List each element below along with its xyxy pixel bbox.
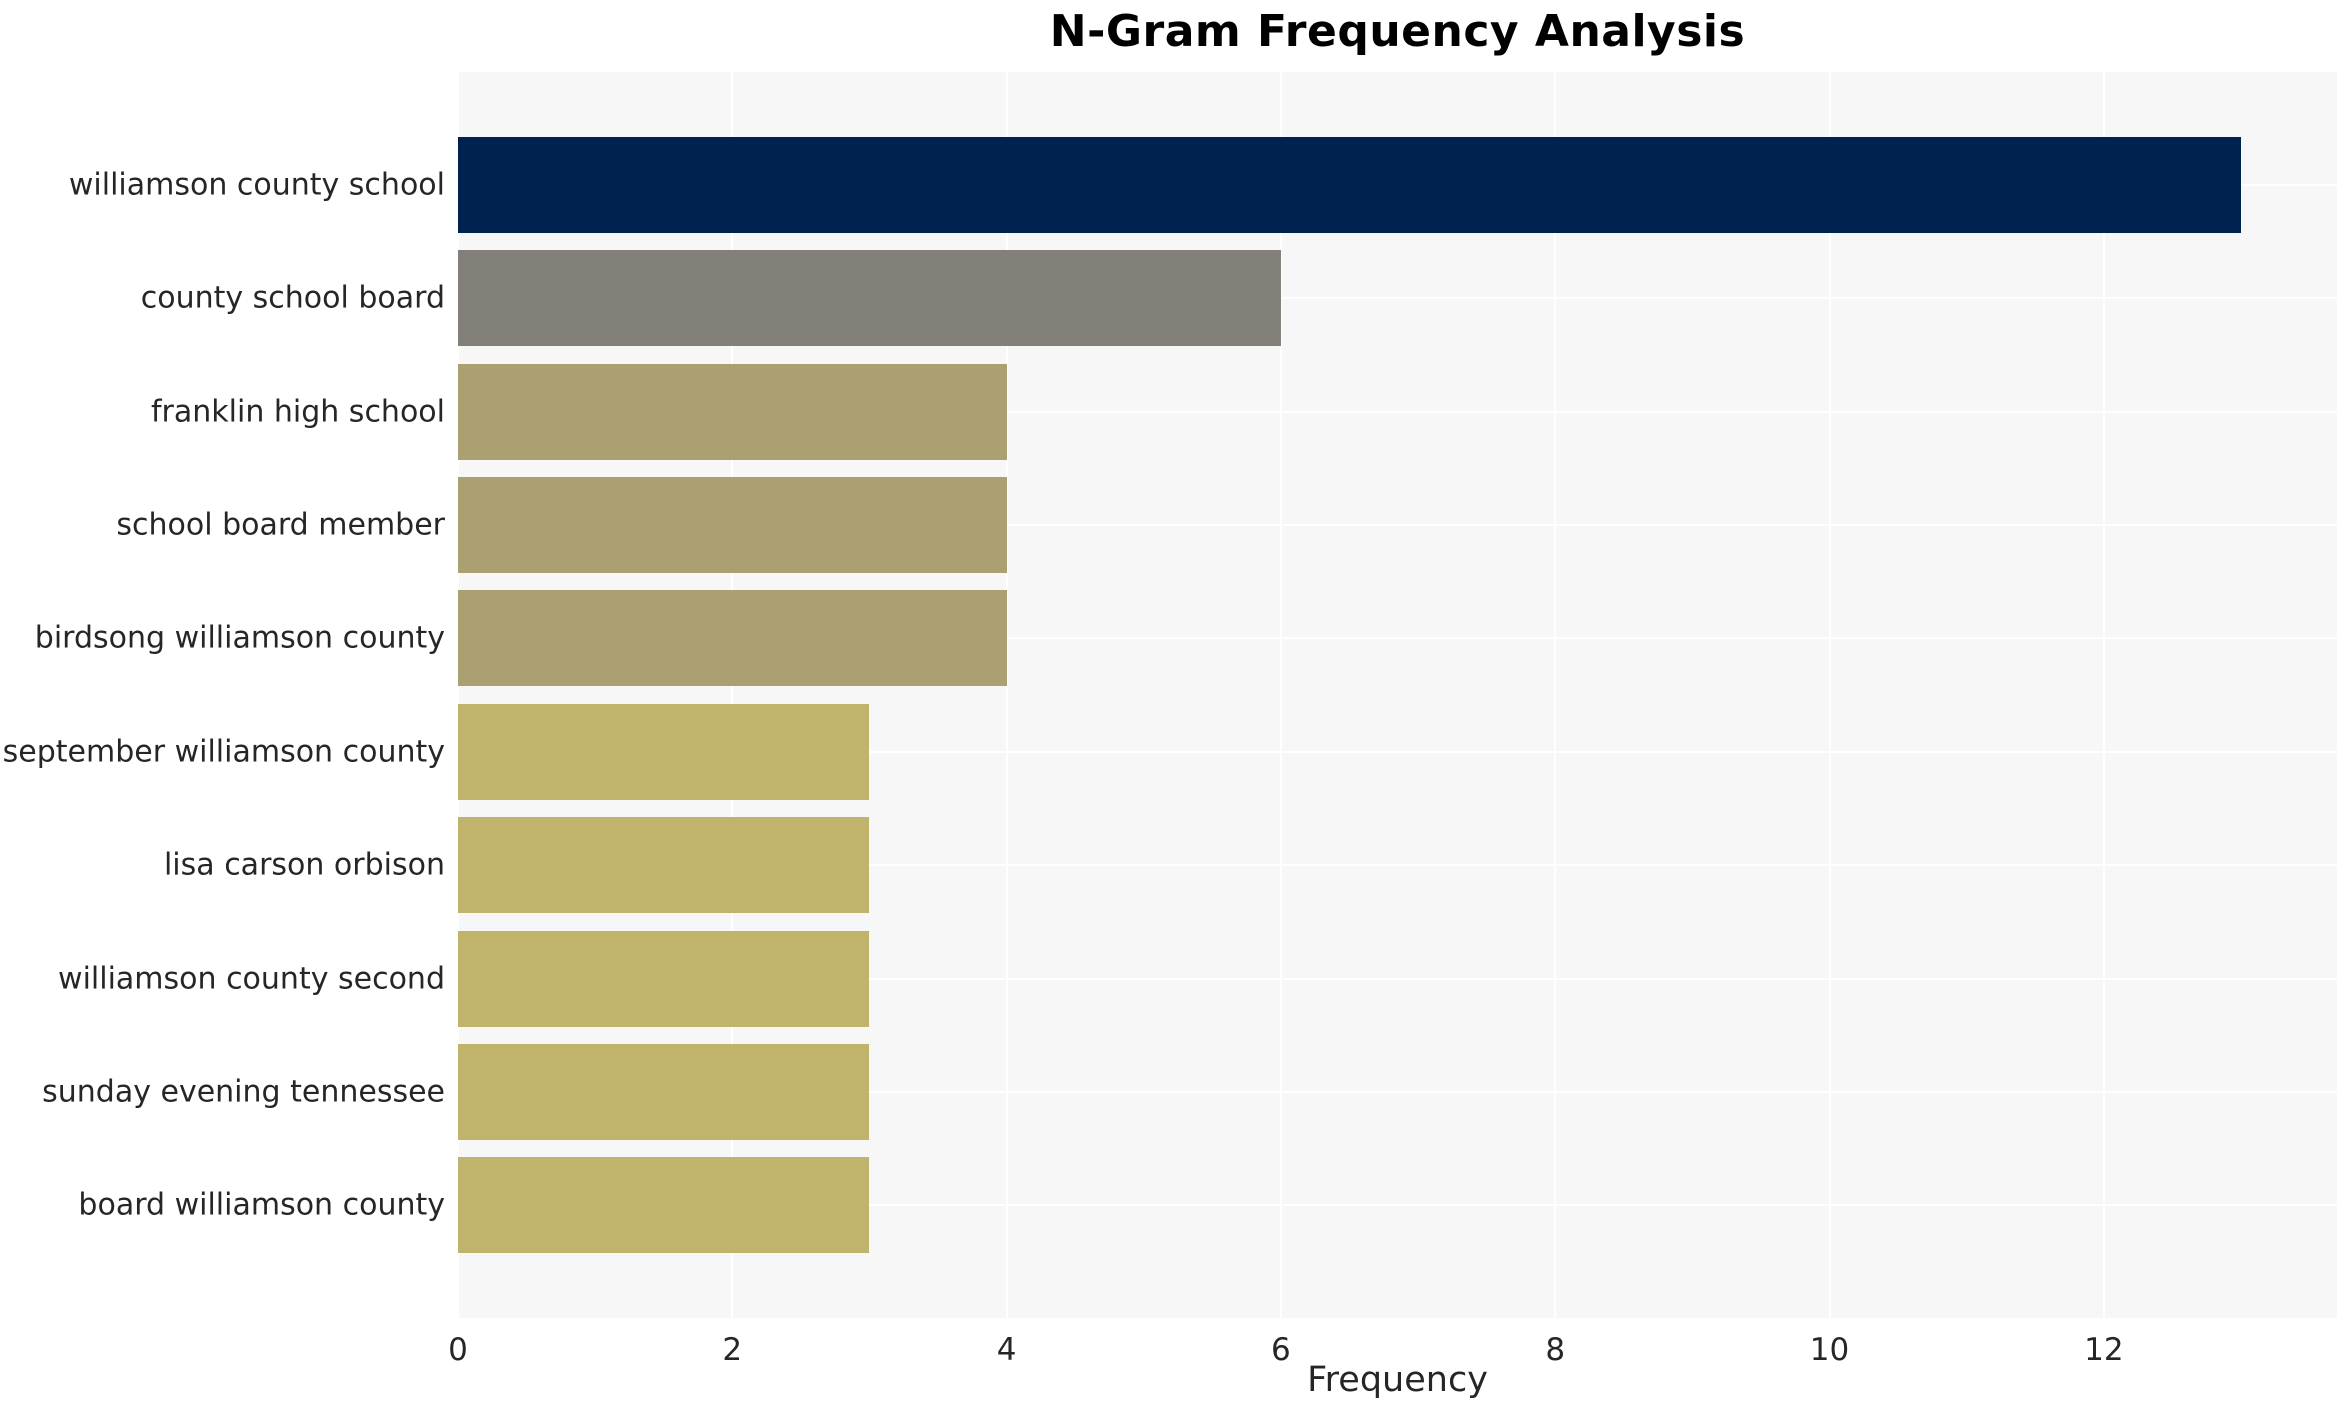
ytick-label-3: school board member [116, 507, 445, 543]
xtick-label-2: 2 [722, 1332, 743, 1368]
gridline-x-12 [2102, 72, 2105, 1318]
ytick-label-6: lisa carson orbison [163, 847, 445, 883]
bar-school-board-member [458, 476, 1007, 573]
ytick-label-9: board williamson county [78, 1187, 445, 1223]
gridline-x-8 [1554, 72, 1557, 1318]
bar-williamson-county-school [458, 136, 2241, 233]
gridline-x-10 [1828, 72, 1831, 1318]
xtick-label-12: 12 [2084, 1332, 2124, 1368]
bar-birdsong-williamson-county [458, 590, 1007, 687]
bar-sunday-evening-tennessee [458, 1043, 870, 1140]
bar-williamson-county-second [458, 930, 870, 1027]
y-axis-labels: williamson county school county school bo… [0, 72, 458, 1318]
xtick-label-0: 0 [448, 1332, 468, 1368]
gridline-y-6 [458, 864, 2337, 867]
chart-title: N-Gram Frequency Analysis [1049, 6, 1746, 57]
gridline-x-2 [731, 72, 734, 1318]
ytick-label-5: september williamson county [2, 734, 445, 770]
bar-franklin-high-school [458, 363, 1007, 460]
gridline-y-3 [458, 523, 2337, 526]
gridline-y-5 [458, 750, 2337, 753]
ytick-label-4: birdsong williamson county [34, 620, 445, 656]
gridline-y-8 [458, 1090, 2337, 1093]
x-axis-label: Frequency [1307, 1360, 1488, 1400]
gridline-x-4 [1005, 72, 1008, 1318]
gridline-x-0 [457, 72, 459, 1318]
xtick-label-6: 6 [1271, 1332, 1291, 1368]
gridline-y-1 [458, 297, 2337, 300]
bar-september-williamson-county [458, 703, 870, 800]
xtick-label-4: 4 [996, 1332, 1017, 1368]
gridline-x-6 [1279, 72, 1282, 1318]
ytick-label-2: franklin high school [150, 394, 445, 429]
gridline-y-2 [458, 410, 2337, 413]
ytick-label-0: williamson county school [68, 167, 445, 203]
gridline-y-7 [458, 977, 2337, 980]
bar-county-school-board [458, 250, 1281, 347]
ytick-label-1: county school board [140, 280, 445, 316]
gridline-y-4 [458, 637, 2337, 640]
ytick-label-8: sunday evening tennessee [42, 1074, 445, 1110]
gridline-y-9 [458, 1204, 2337, 1207]
ytick-label-7: williamson county second [58, 961, 445, 996]
xtick-label-8: 8 [1545, 1332, 1566, 1368]
bar-lisa-carson-orbison [458, 817, 870, 914]
plot-area [457, 72, 2337, 1318]
bar-board-williamson-county [458, 1157, 870, 1254]
xtick-label-10: 10 [1809, 1332, 1850, 1368]
